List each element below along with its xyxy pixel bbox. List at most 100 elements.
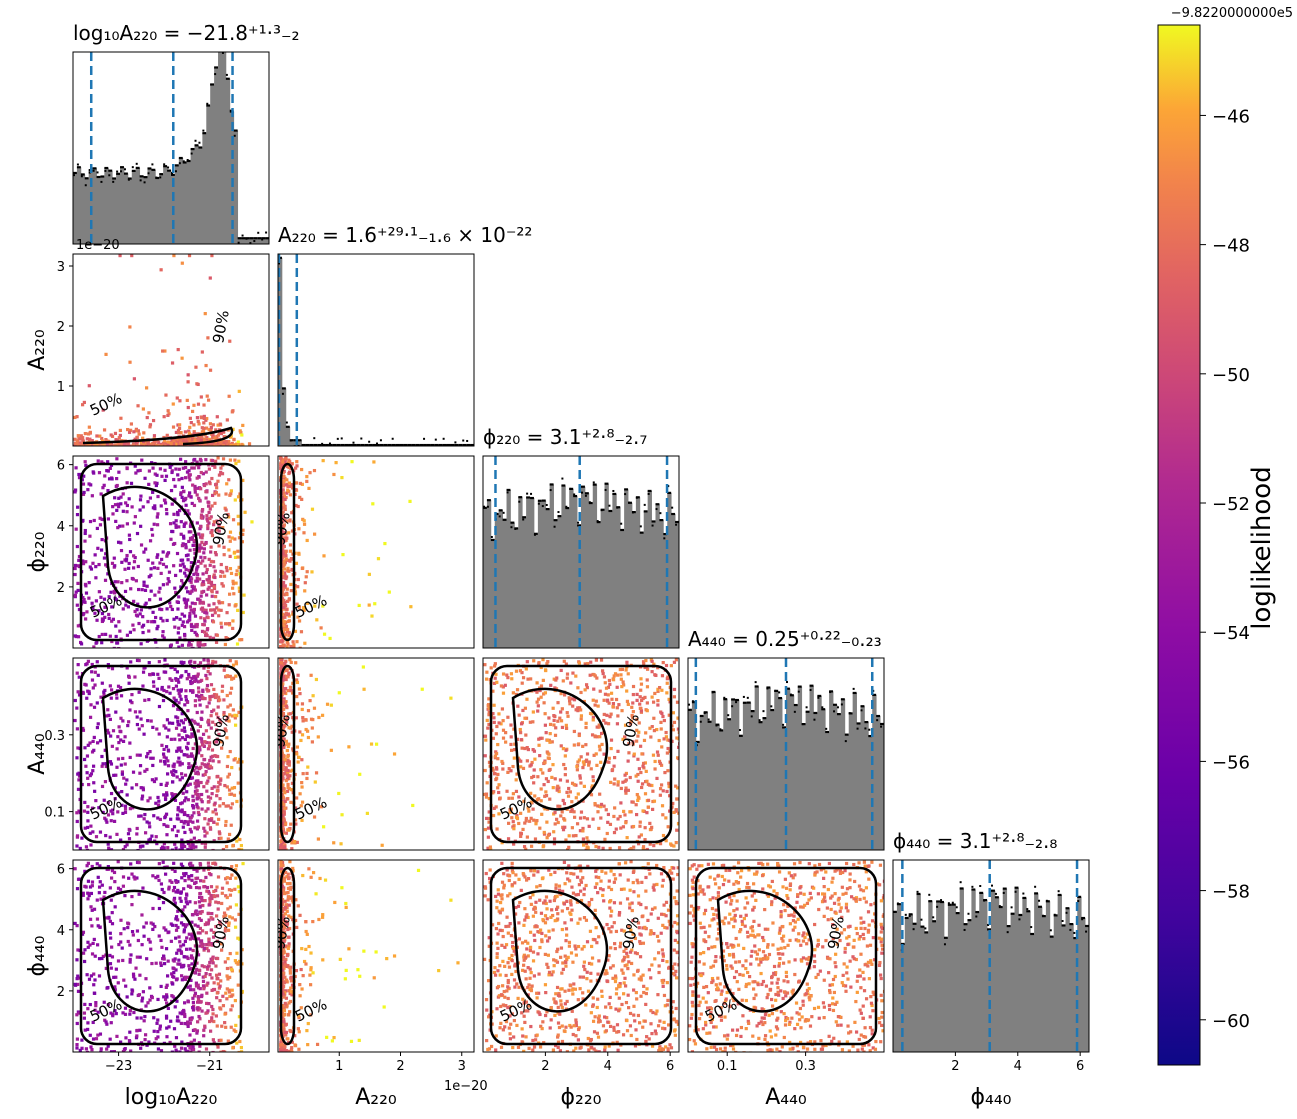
- sample-point: [281, 830, 285, 834]
- sample-point: [321, 604, 325, 608]
- sample-point: [190, 536, 194, 540]
- sample-point: [207, 577, 211, 581]
- sample-point: [183, 634, 187, 638]
- hist-bar-logA220: [174, 165, 180, 244]
- y-axis-label-phi220: ϕ₂₂₀: [25, 531, 50, 572]
- sample-point: [125, 633, 130, 637]
- sample-point: [176, 428, 181, 433]
- sample-point: [652, 729, 656, 733]
- sample-point: [172, 696, 176, 700]
- sample-point: [549, 683, 553, 687]
- sample-point: [180, 801, 184, 805]
- sample-point: [212, 586, 217, 591]
- sample-point: [190, 676, 194, 680]
- sample-point: [188, 827, 192, 832]
- sample-point: [581, 765, 585, 770]
- sample-point: [106, 813, 111, 817]
- sample-point: [282, 690, 286, 695]
- sample-point: [205, 789, 209, 793]
- sample-point: [186, 598, 190, 602]
- sample-point: [151, 442, 155, 446]
- sample-point: [605, 831, 609, 836]
- sample-point: [516, 704, 520, 708]
- sample-point: [678, 742, 679, 746]
- sample-point: [240, 540, 244, 544]
- sample-point: [570, 781, 575, 785]
- sample-point: [177, 680, 181, 684]
- sample-point: [135, 722, 140, 727]
- sample-point: [180, 728, 184, 732]
- sample-point: [169, 537, 173, 541]
- sample-point: [643, 761, 647, 765]
- sample-point: [581, 744, 585, 748]
- hist-bar-phi220: [502, 519, 507, 648]
- sample-point: [635, 692, 639, 697]
- hist-bar-phi220: [490, 539, 496, 648]
- sample-point: [645, 667, 650, 671]
- sample-point: [189, 847, 193, 850]
- sample-point: [222, 668, 226, 672]
- sample-point: [114, 598, 119, 602]
- sample-point: [97, 634, 101, 639]
- sample-point: [191, 845, 196, 850]
- sample-point: [225, 482, 229, 486]
- sample-point: [198, 703, 202, 707]
- sample-point: [176, 808, 180, 812]
- sample-point: [572, 729, 576, 734]
- sample-point: [521, 827, 525, 832]
- sample-point: [196, 680, 200, 684]
- sample-point: [137, 814, 141, 818]
- sample-point: [90, 750, 95, 754]
- sample-point: [367, 572, 371, 576]
- sample-point: [128, 630, 133, 634]
- sample-point: [280, 838, 285, 842]
- panel-frame: [72, 51, 270, 245]
- sample-point: [172, 439, 176, 443]
- contour-label: 90%: [209, 511, 233, 547]
- sample-point: [204, 769, 208, 774]
- sample-point: [279, 456, 283, 460]
- sample-point: [195, 710, 199, 715]
- sample-point: [285, 630, 289, 634]
- sample-point: [111, 617, 115, 621]
- sample-point: [187, 675, 191, 679]
- sample-point: [179, 689, 183, 693]
- sample-point: [177, 645, 181, 648]
- sample-point: [140, 444, 144, 446]
- sample-point: [107, 731, 111, 735]
- sample-point: [490, 766, 495, 771]
- sample-point: [151, 561, 155, 565]
- sample-point: [120, 560, 124, 564]
- sample-point: [543, 807, 547, 811]
- sample-point: [206, 800, 210, 804]
- sample-point: [281, 488, 285, 492]
- sample-point: [170, 792, 174, 796]
- sample-point: [540, 812, 544, 816]
- sample-point: [187, 568, 191, 573]
- sample-point: [144, 601, 148, 605]
- sample-point: [169, 643, 173, 647]
- sample-point: [592, 753, 596, 757]
- sample-point: [297, 527, 301, 531]
- sample-point: [296, 577, 300, 582]
- sample-point: [206, 527, 210, 531]
- sample-point: [234, 660, 238, 664]
- sample-point: [107, 846, 111, 850]
- sample-point: [87, 482, 91, 486]
- sample-point: [226, 755, 230, 759]
- sample-point: [162, 842, 166, 846]
- sample-point: [216, 754, 220, 759]
- sample-point: [168, 465, 172, 469]
- sample-point: [210, 504, 214, 508]
- sample-point: [294, 822, 298, 826]
- sample-point: [206, 398, 211, 402]
- sample-point: [123, 807, 128, 811]
- hist-bar-phi220: [659, 520, 664, 648]
- sample-point: [77, 771, 81, 775]
- sample-point: [217, 430, 222, 434]
- sample-point: [585, 685, 589, 690]
- sample-point: [621, 825, 626, 829]
- sample-point: [174, 698, 178, 702]
- sample-point: [287, 631, 291, 635]
- sample-point: [190, 624, 194, 629]
